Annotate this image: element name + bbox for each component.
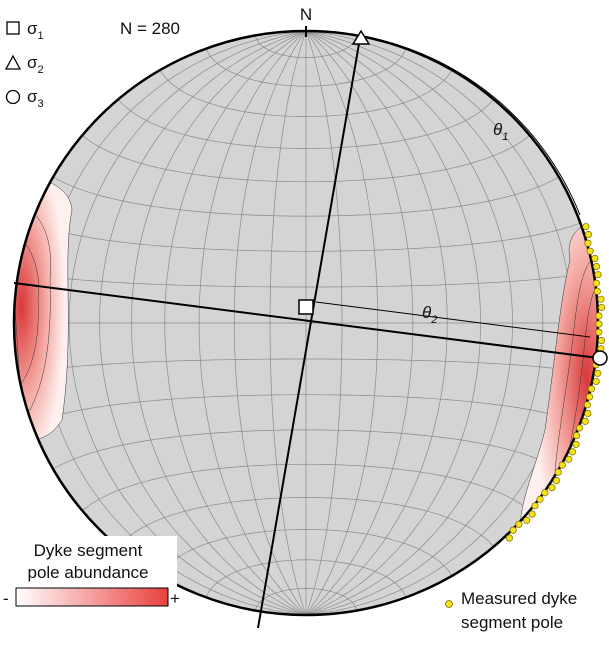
pole-marker [584,239,592,247]
abundance-legend-bg [0,536,177,596]
symbol: σ [27,19,38,38]
pole-marker [598,303,606,312]
theta1-label: θ1 [493,120,508,143]
pole-marker [536,495,544,503]
pole-marker [572,440,580,448]
grid-line [118,497,494,547]
legend-circle [5,89,21,105]
pole-marker [597,295,605,303]
theta2-label: θ2 [422,303,437,326]
pole-marker [584,230,593,239]
pole-marker [584,409,592,418]
abundance-low: - [3,589,9,608]
pole-marker [575,424,584,432]
pole-marker [593,262,601,271]
pole-marker [595,320,603,328]
pole-marker [523,516,531,524]
abundance-scale [15,587,169,607]
pole-marker [552,477,561,485]
sigma1-sigma2-plane [257,37,361,629]
sigma2-marker [351,29,371,45]
pole-marker [592,377,600,386]
grid-line [18,358,594,375]
pole-marker [541,489,549,497]
grid-line [205,559,407,598]
pole-marker [591,254,599,262]
pole-marker [558,461,566,469]
pole-legend-text: segment pole [461,613,563,632]
subscript: 2 [430,314,437,326]
subscript: 2 [38,64,44,76]
pole-marker [587,385,596,393]
pole-marker [509,526,517,534]
pole-marker [595,312,603,320]
pole-marker [572,432,581,440]
pole-marker [594,369,602,377]
legend-sigma2: σ2 [27,53,44,76]
pole-marker [586,247,594,255]
abundance-title: Dyke segment [34,541,143,560]
sigma1-sigma3-plane [13,282,599,359]
grid-line [118,99,494,149]
pole-marker [582,223,590,231]
symbol: θ [493,120,503,139]
sigma3-marker [592,350,608,366]
legend-sigma1: σ1 [27,19,44,42]
grid-line [159,69,453,117]
grid-line [82,463,530,511]
pole-marker [583,401,591,409]
pole-marker [548,484,556,492]
pole-marker [581,417,589,425]
pole-legend-text: Measured dyke [461,589,577,608]
abundance-title: pole abundance [27,563,148,582]
grid-line [82,135,530,183]
pole-marker [531,502,539,510]
symbol: θ [422,303,432,322]
abundance-high: + [170,589,180,608]
subscript: 1 [38,30,44,42]
symbol: σ [27,53,38,72]
theta2-arrow [315,301,591,338]
pole-marker [585,393,594,401]
grid-line [205,48,407,87]
grid-line [31,222,581,252]
pole-marker [594,271,602,279]
pole-legend-marker [445,600,453,608]
symbol: σ [27,87,38,106]
north-label: N [300,5,312,24]
pole-marker [593,287,601,295]
legend-triangle [4,54,22,70]
grid-line [52,176,560,217]
pole-marker [528,510,536,518]
subscript: 3 [38,98,44,110]
grid-line [254,35,358,58]
legend-square [6,21,20,35]
sample-count: N = 280 [120,19,180,38]
pole-marker [592,279,600,287]
grid-line [18,271,594,288]
grid-line [159,529,453,577]
grid-line [52,429,560,470]
sigma1-marker [298,299,314,315]
subscript: 1 [502,131,508,143]
pole-marker [515,520,523,528]
grid-line [31,394,581,424]
pole-marker [565,455,573,463]
pole-marker [597,337,606,345]
pole-marker [505,534,513,542]
pole-marker [568,448,577,456]
pole-marker [595,328,603,336]
pole-marker [554,468,562,476]
legend-sigma3: σ3 [27,87,44,110]
measured-poles [505,223,606,542]
